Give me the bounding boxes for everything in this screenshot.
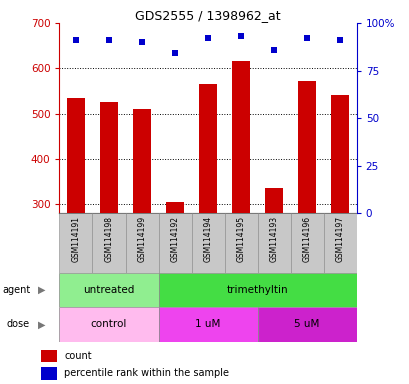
Text: ▶: ▶ [38, 319, 45, 329]
Bar [290, 213, 323, 273]
Text: dose: dose [6, 319, 29, 329]
Bar [41, 350, 57, 362]
Bar [100, 102, 118, 213]
Text: GSM114192: GSM114192 [170, 216, 179, 262]
Text: count: count [64, 351, 92, 361]
Bar [264, 188, 283, 213]
Bar [59, 213, 92, 273]
Text: GSM114193: GSM114193 [269, 216, 278, 262]
Bar [231, 61, 249, 213]
Bar [125, 213, 158, 273]
Bar [330, 96, 348, 213]
Bar [158, 213, 191, 273]
Bar [323, 213, 356, 273]
Bar [158, 273, 356, 307]
Bar [257, 307, 356, 342]
Bar [198, 84, 217, 213]
Bar [297, 81, 315, 213]
Bar [59, 273, 158, 307]
Bar [67, 98, 85, 213]
Bar [224, 213, 257, 273]
Text: trimethyltin: trimethyltin [226, 285, 288, 295]
Bar [166, 202, 184, 213]
Text: GSM114197: GSM114197 [335, 216, 344, 262]
Text: GSM114199: GSM114199 [137, 216, 146, 262]
Title: GDS2555 / 1398962_at: GDS2555 / 1398962_at [135, 9, 280, 22]
Text: untreated: untreated [83, 285, 134, 295]
Text: 5 uM: 5 uM [294, 319, 319, 329]
Text: percentile rank within the sample: percentile rank within the sample [64, 368, 229, 379]
Bar [133, 109, 151, 213]
Bar [158, 307, 257, 342]
Bar [59, 307, 158, 342]
Bar [41, 367, 57, 380]
Text: ▶: ▶ [38, 285, 45, 295]
Text: agent: agent [2, 285, 30, 295]
Text: GSM114198: GSM114198 [104, 216, 113, 262]
Text: 1 uM: 1 uM [195, 319, 220, 329]
Bar [191, 213, 224, 273]
Bar [92, 213, 125, 273]
Text: GSM114196: GSM114196 [302, 216, 311, 262]
Text: control: control [90, 319, 127, 329]
Text: GSM114195: GSM114195 [236, 216, 245, 262]
Text: GSM114191: GSM114191 [71, 216, 80, 262]
Bar [257, 213, 290, 273]
Text: GSM114194: GSM114194 [203, 216, 212, 262]
